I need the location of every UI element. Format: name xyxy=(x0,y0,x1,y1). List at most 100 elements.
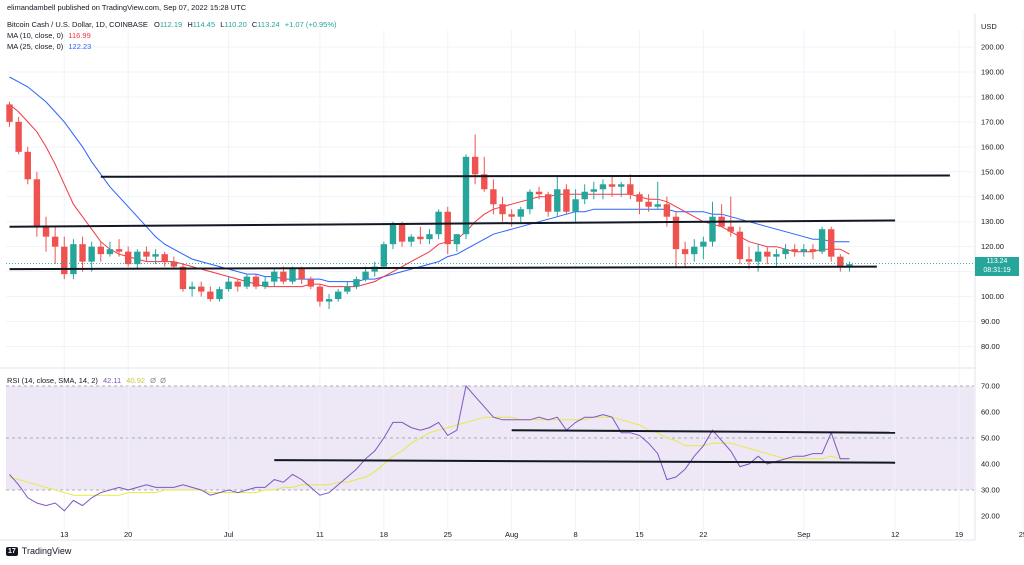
candle-body xyxy=(216,289,223,300)
candle-body xyxy=(234,281,241,287)
candle-body xyxy=(170,261,178,267)
time-tick-label: Jul xyxy=(224,530,234,539)
last-price-badge: 113.24 08:31:19 xyxy=(975,257,1019,276)
trendline-price xyxy=(9,219,896,228)
time-tick-label: 22 xyxy=(699,530,707,539)
currency-label: USD xyxy=(981,22,997,31)
time-tick-label: 20 xyxy=(124,530,132,539)
rsi-extra-1: Ø xyxy=(150,376,156,385)
candle-body xyxy=(188,286,196,290)
candle-body xyxy=(800,249,808,252)
trendline-price xyxy=(9,265,877,271)
rsi-legend[interactable]: RSI (14, close, SMA, 14, 2) 42.11 40.92 … xyxy=(7,376,166,385)
candle-body xyxy=(764,251,771,257)
price-tick-label: 150.00 xyxy=(981,167,1004,176)
candle-body xyxy=(654,204,661,207)
symbol-name: Bitcoin Cash / U.S. Dollar, 1D, COINBASE xyxy=(7,20,148,29)
candle-body xyxy=(809,249,817,252)
candle-body xyxy=(691,246,698,255)
rsi-tick-label: 30.00 xyxy=(981,486,1000,495)
ma25-line xyxy=(9,76,850,283)
candle-body xyxy=(380,244,388,267)
rsi-tick-label: 60.00 xyxy=(981,408,1000,417)
rsi-sma-line xyxy=(9,416,850,496)
ma10-value: 116.99 xyxy=(68,31,91,40)
last-price-value: 113.24 xyxy=(986,258,1008,265)
trendline-rsi xyxy=(511,429,896,434)
candle-body xyxy=(316,286,324,302)
candle-body xyxy=(554,189,561,212)
price-tick-label: 190.00 xyxy=(981,67,1004,76)
rsi-value: 42.11 xyxy=(102,376,122,385)
rsi-extra-2: Ø xyxy=(160,376,166,385)
candle-body xyxy=(51,236,59,247)
candle-body xyxy=(663,204,671,217)
candle-body xyxy=(389,224,397,245)
candle-body xyxy=(362,271,369,280)
candle-body xyxy=(627,184,634,195)
tradingview-watermark[interactable]: 17 TradingView xyxy=(6,546,71,556)
candle-body xyxy=(426,234,433,240)
candle-body xyxy=(198,286,205,292)
tradingview-text: TradingView xyxy=(21,546,72,556)
publisher-line: elimandambell published on TradingView.c… xyxy=(7,3,247,12)
candle-body xyxy=(444,211,451,245)
candle-body xyxy=(398,224,406,242)
candle-body xyxy=(124,251,132,265)
rsi-tick-label: 20.00 xyxy=(981,512,1000,521)
candle-body xyxy=(225,281,232,290)
candle-body xyxy=(453,234,461,245)
candle-body xyxy=(371,266,378,272)
ma10-legend[interactable]: MA (10, close, 0) 116.99 xyxy=(7,31,91,40)
candle-body xyxy=(408,236,415,242)
trendline-price xyxy=(100,174,950,178)
candle-body xyxy=(42,226,50,237)
rsi-line xyxy=(9,384,850,512)
candle-body xyxy=(709,216,716,242)
candle-body xyxy=(773,254,780,257)
time-tick-label: Sep xyxy=(797,530,810,539)
candle-body xyxy=(252,276,260,287)
rsi-tick-label: 40.00 xyxy=(981,460,1000,469)
open-value: 112.19 xyxy=(159,20,183,29)
price-tick-label: 140.00 xyxy=(981,192,1004,201)
rsi-sma-value: 40.92 xyxy=(126,376,146,385)
close-value: 113.24 xyxy=(257,20,280,29)
time-tick-label: 25 xyxy=(1019,530,1024,539)
trendline-rsi xyxy=(274,459,896,464)
candle-body xyxy=(700,241,707,247)
time-tick-label: 18 xyxy=(380,530,388,539)
candle-body xyxy=(535,191,543,195)
candle-body xyxy=(727,226,734,232)
ma25-value: 122.23 xyxy=(68,42,92,51)
high-label: H xyxy=(187,20,193,29)
candle-body xyxy=(837,256,844,267)
price-tick-label: 200.00 xyxy=(981,43,1004,52)
candle-body xyxy=(736,231,744,260)
low-label: L xyxy=(220,20,225,29)
time-tick-label: 12 xyxy=(891,530,899,539)
candle-body xyxy=(24,151,31,180)
candle-body xyxy=(6,104,13,122)
candle-body xyxy=(417,236,424,240)
candle-body xyxy=(526,191,534,210)
candle-body xyxy=(499,204,506,215)
candle-body xyxy=(307,279,314,287)
symbol-line: Bitcoin Cash / U.S. Dollar, 1D, COINBASE… xyxy=(7,20,336,29)
candle-body xyxy=(334,291,342,300)
candle-body xyxy=(115,249,123,252)
ma25-legend[interactable]: MA (25, close, 0) 122.23 xyxy=(7,42,91,51)
candle-body xyxy=(590,189,598,192)
candle-body xyxy=(846,264,853,267)
time-tick-label: 19 xyxy=(955,530,963,539)
candle-body xyxy=(608,184,616,187)
rsi-tick-label: 70.00 xyxy=(981,382,1000,391)
price-tick-label: 80.00 xyxy=(981,342,1000,351)
change-value: +1.07 (+0.95%) xyxy=(284,20,337,29)
candle-body xyxy=(261,281,269,287)
time-tick-label: 13 xyxy=(60,530,68,539)
candle-body xyxy=(508,214,515,217)
candle-body xyxy=(572,199,579,212)
rsi-tick-label: 50.00 xyxy=(981,434,1000,443)
